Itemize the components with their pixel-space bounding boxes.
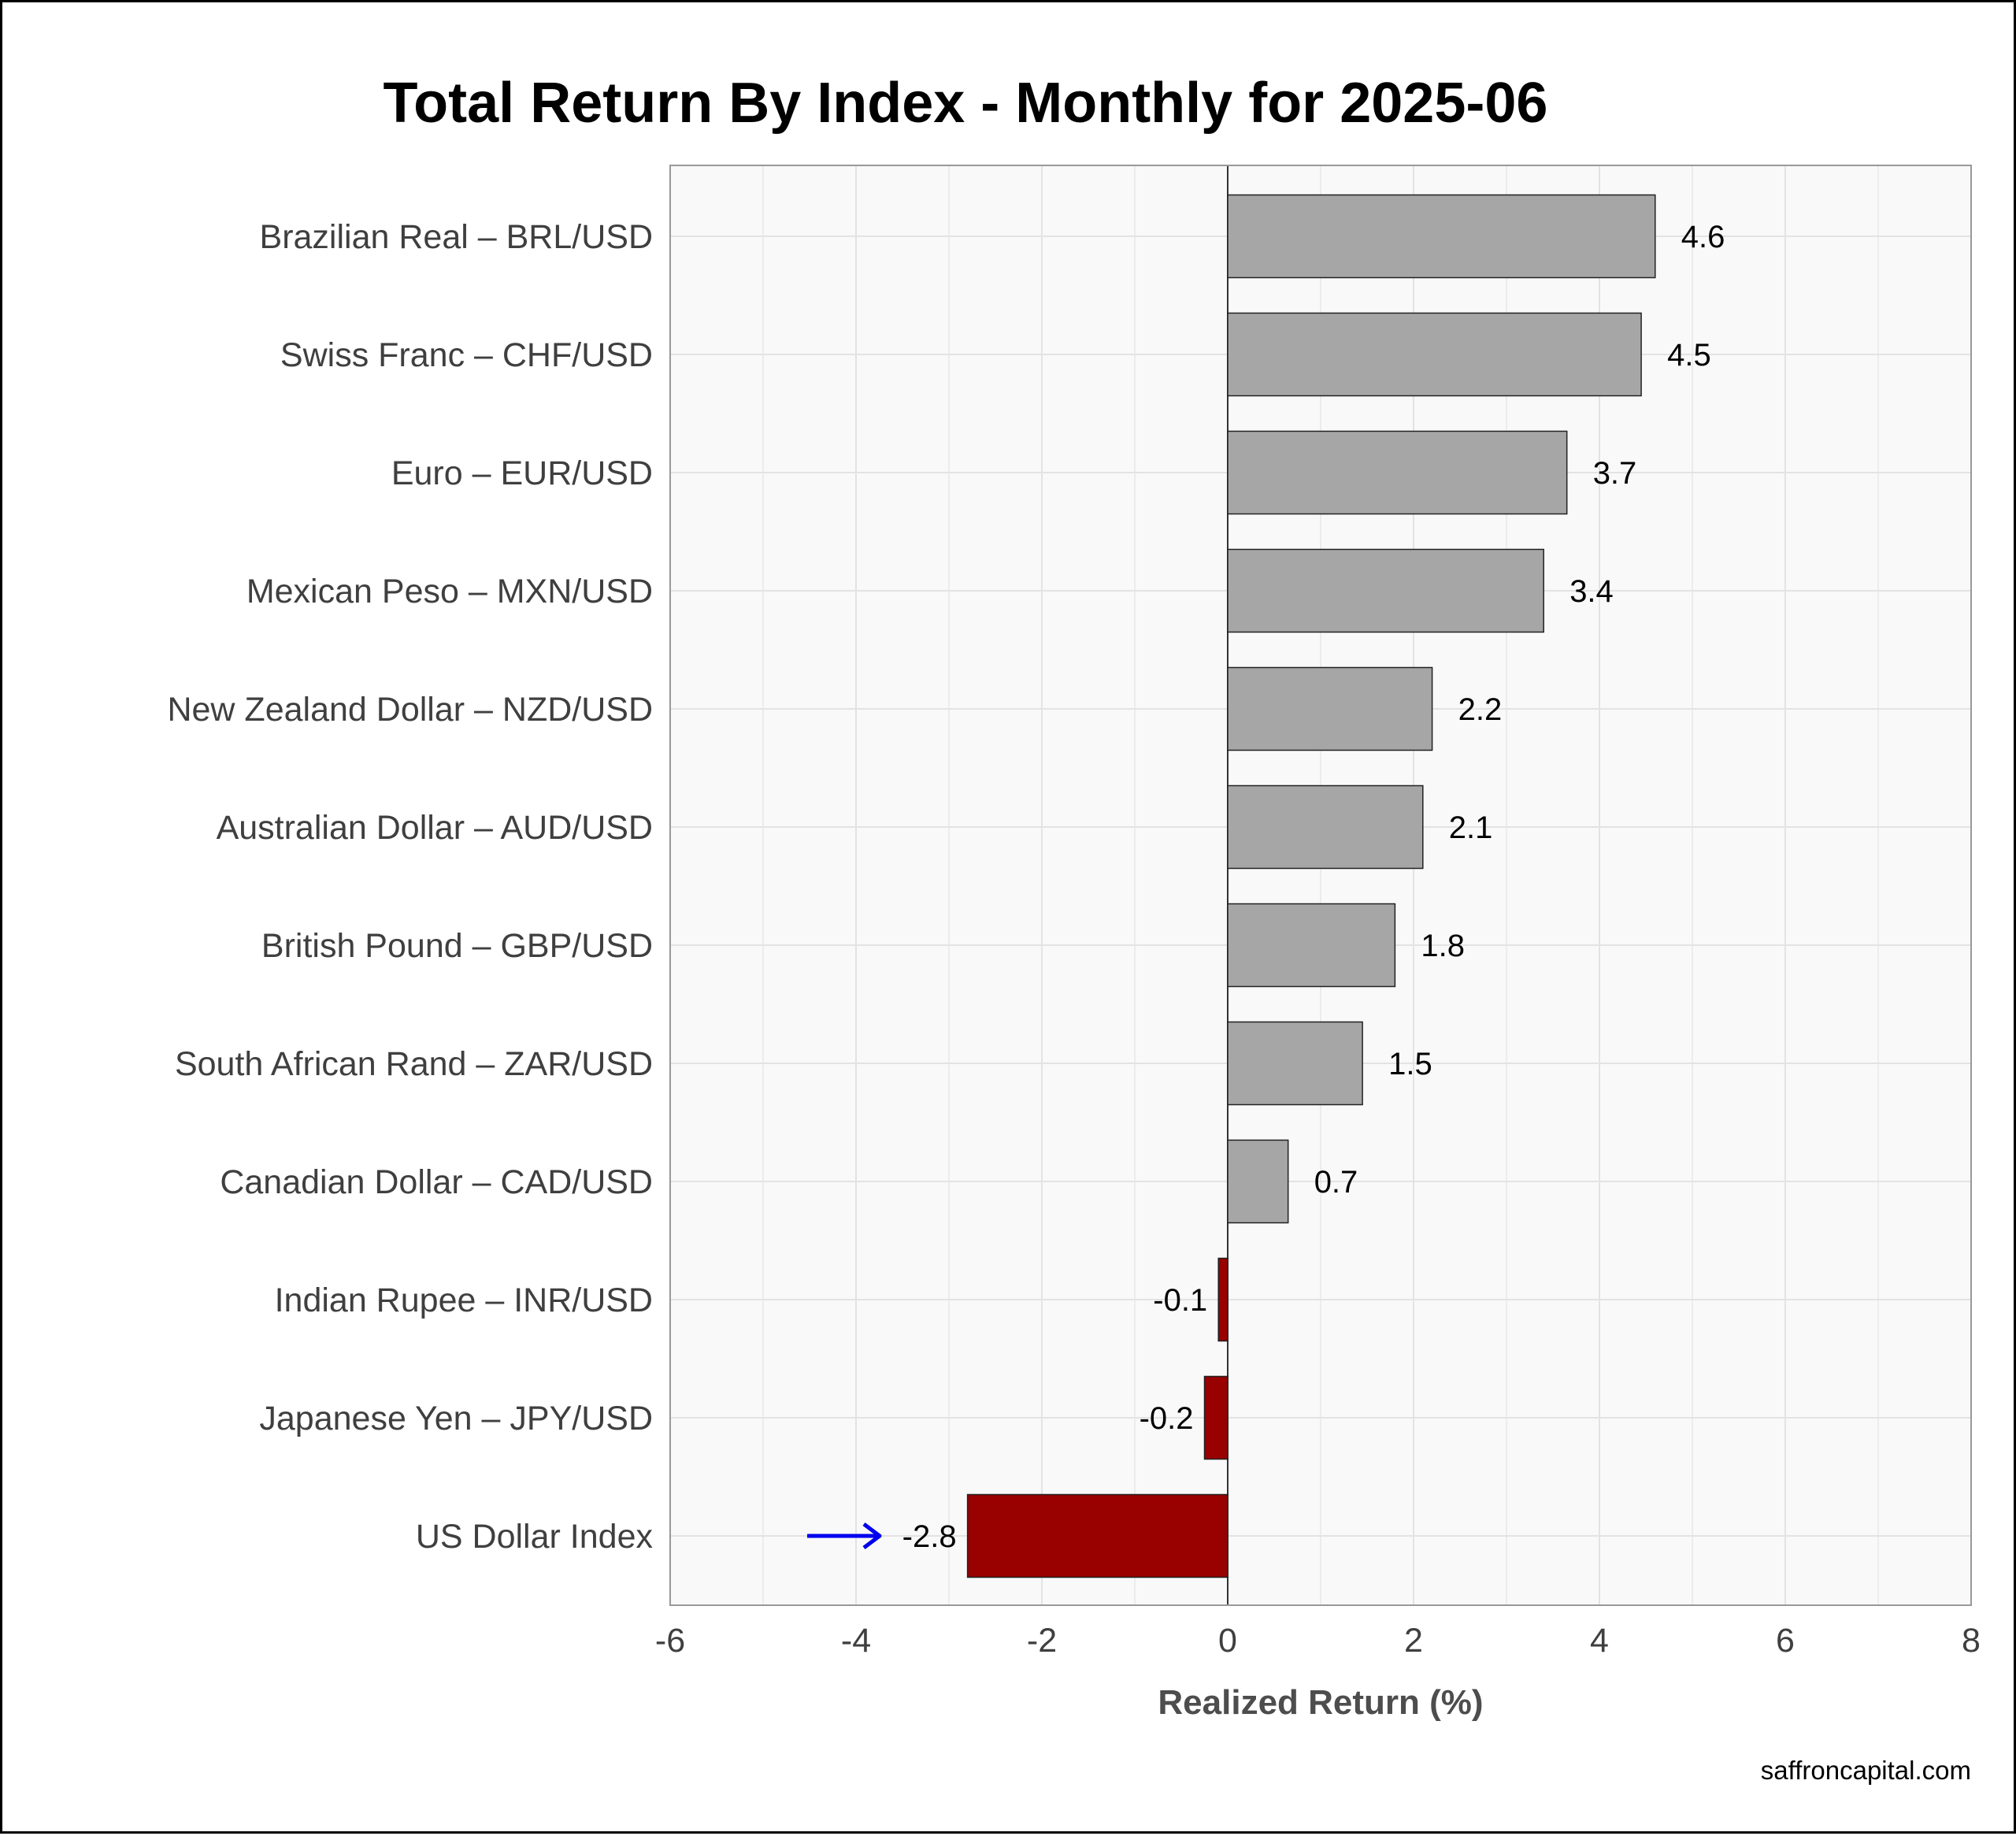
bars [966,194,1656,1578]
bar-value-label: 3.7 [1593,456,1637,491]
bar [1227,548,1544,633]
category-label: Brazilian Real – BRL/USD [260,218,653,256]
category-label: Euro – EUR/USD [391,454,653,492]
plot-border [669,165,1972,1606]
x-tick-label: 2 [1404,1622,1423,1660]
bar [1227,312,1642,397]
bar-value-label: 0.7 [1314,1165,1358,1200]
x-tick-label: 0 [1218,1622,1237,1660]
bar [1227,784,1424,870]
bar [1227,194,1656,279]
bar-value-label: -0.2 [1140,1401,1194,1436]
chart-title: Total Return By Index - Monthly for 2025… [384,72,1548,135]
bar [1227,666,1433,751]
category-label: New Zealand Dollar – NZD/USD [167,691,653,729]
x-axis-title: Realized Return (%) [1158,1683,1483,1722]
bar-value-label: 1.5 [1388,1047,1432,1081]
bar [966,1493,1228,1578]
category-label: Japanese Yen – JPY/USD [259,1400,653,1437]
x-tick-label: -6 [655,1622,685,1660]
category-label: British Pound – GBP/USD [261,927,653,965]
bar [1227,1139,1289,1224]
value-labels: 4.6 4.5 3.7 3.4 2.2 2.1 1.8 1.5 0.7 -0.1 -0.2 -2.8 [902,220,1725,1554]
credit-text: saffroncapital.com [1761,1756,1971,1785]
bar-value-label: -0.1 [1153,1283,1207,1318]
category-label: Swiss Franc – CHF/USD [280,336,653,374]
bar-value-label: 1.8 [1421,929,1465,963]
category-label: US Dollar Index [416,1518,654,1556]
bar [1227,1021,1363,1106]
bar-value-label: 4.6 [1681,220,1725,254]
bar-value-label: 2.2 [1458,692,1503,727]
category-labels: Brazilian Real – BRL/USD Swiss Franc – CH… [167,218,653,1556]
bar-value-label: -2.8 [902,1519,957,1554]
category-label: South African Rand – ZAR/USD [175,1045,653,1083]
x-axis-ticks: -6 -4 -2 0 2 4 6 8 [655,1622,1981,1660]
x-tick-label: -4 [841,1622,871,1660]
bar-value-label: 3.4 [1569,574,1614,609]
x-tick-label: -2 [1027,1622,1057,1660]
category-label: Australian Dollar – AUD/USD [217,809,653,847]
bar-value-label: 4.5 [1667,338,1711,373]
bar [1203,1375,1228,1460]
x-tick-label: 6 [1776,1622,1795,1660]
bar [1227,903,1396,988]
bar [1217,1257,1228,1342]
x-tick-label: 4 [1590,1622,1609,1660]
category-label: Canadian Dollar – CAD/USD [220,1163,653,1201]
bar [1227,430,1568,515]
category-label: Mexican Peso – MXN/USD [246,573,653,610]
bar-value-label: 2.1 [1449,810,1493,845]
category-label: Indian Rupee – INR/USD [275,1281,653,1319]
arrow-head [862,1523,882,1549]
highlight-arrow-icon [807,1523,882,1549]
x-tick-label: 8 [1962,1622,1981,1660]
plot-panel [669,165,1972,1606]
